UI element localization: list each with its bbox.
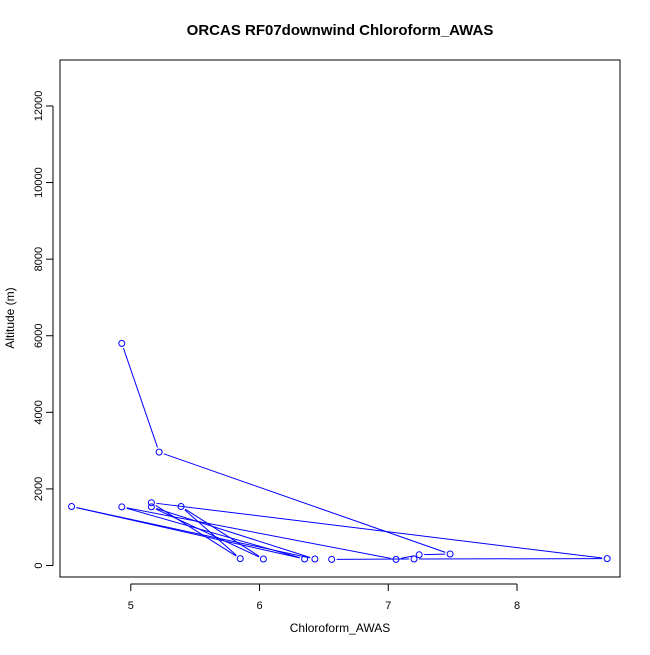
y-tick-label: 8000 [33, 247, 45, 271]
y-tick-label: 12000 [33, 91, 45, 122]
series-segment [156, 508, 310, 557]
data-point [329, 556, 335, 562]
data-point [447, 551, 453, 557]
x-axis: 5 6 7 8 [128, 584, 520, 612]
y-tick-label: 0 [33, 562, 45, 568]
y-tick-label: 4000 [33, 400, 45, 424]
data-point [148, 500, 154, 506]
y-tick-label: 10000 [33, 167, 45, 198]
series-group [69, 340, 611, 562]
data-point [416, 552, 422, 558]
series-segment [156, 503, 602, 558]
y-axis: 0 2000 4000 6000 8000 10000 12000 [33, 91, 53, 569]
series-segment [76, 508, 310, 558]
plot-frame [60, 60, 620, 577]
chart-title: ORCAS RF07downwind Chloroform_AWAS [187, 22, 494, 39]
x-axis-label: Chloroform_AWAS [290, 621, 390, 635]
series-segment [424, 554, 445, 555]
series-segment [185, 509, 259, 556]
data-point [312, 556, 318, 562]
data-point [237, 556, 243, 562]
data-point [260, 556, 266, 562]
series-segment [156, 505, 236, 556]
y-axis-label: Altitude (m) [3, 287, 17, 348]
y-tick-label: 2000 [33, 477, 45, 501]
y-tick-label: 6000 [33, 323, 45, 347]
x-tick-label: 5 [128, 600, 134, 612]
x-tick-label: 8 [514, 600, 520, 612]
data-point [119, 504, 125, 510]
x-tick-label: 7 [385, 600, 391, 612]
data-point [604, 556, 610, 562]
data-point [156, 449, 162, 455]
data-point [411, 556, 417, 562]
data-point [69, 504, 75, 510]
series-segment [156, 509, 259, 557]
x-tick-label: 6 [256, 600, 262, 612]
series-segment [123, 348, 157, 447]
data-point [119, 340, 125, 346]
